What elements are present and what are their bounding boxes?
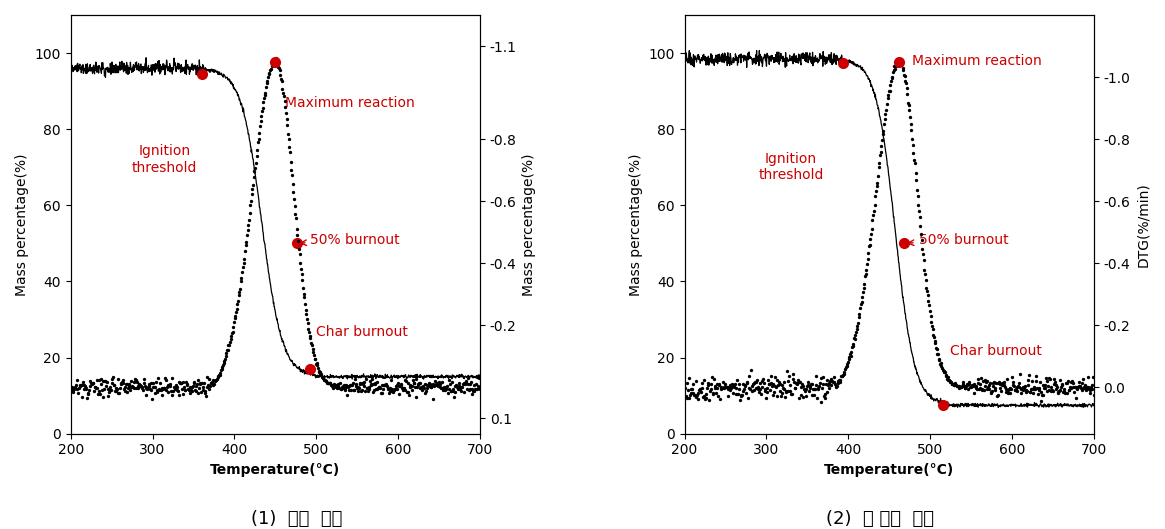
Text: Maximum reaction: Maximum reaction bbox=[285, 96, 415, 110]
Text: 50% burnout: 50% burnout bbox=[301, 233, 400, 247]
Y-axis label: Mass percentage(%): Mass percentage(%) bbox=[629, 153, 643, 296]
Y-axis label: Mass percentage(%): Mass percentage(%) bbox=[15, 153, 29, 296]
Y-axis label: Mass percentage(%): Mass percentage(%) bbox=[522, 153, 536, 296]
Text: Char burnout: Char burnout bbox=[316, 324, 408, 339]
X-axis label: Temperature(°C): Temperature(°C) bbox=[824, 463, 954, 477]
X-axis label: Temperature(°C): Temperature(°C) bbox=[210, 463, 340, 477]
Text: (1)  공기  조건: (1) 공기 조건 bbox=[252, 510, 343, 528]
Y-axis label: DTG(%/min): DTG(%/min) bbox=[1136, 182, 1150, 267]
Text: 50% burnout: 50% burnout bbox=[909, 233, 1008, 247]
Text: Maximum reaction: Maximum reaction bbox=[912, 53, 1042, 68]
Text: (2)  순 산소  조건: (2) 순 산소 조건 bbox=[826, 510, 933, 528]
Text: Char burnout: Char burnout bbox=[949, 343, 1042, 358]
Text: Ignition
threshold: Ignition threshold bbox=[132, 144, 198, 175]
Text: Ignition
threshold: Ignition threshold bbox=[758, 152, 824, 182]
